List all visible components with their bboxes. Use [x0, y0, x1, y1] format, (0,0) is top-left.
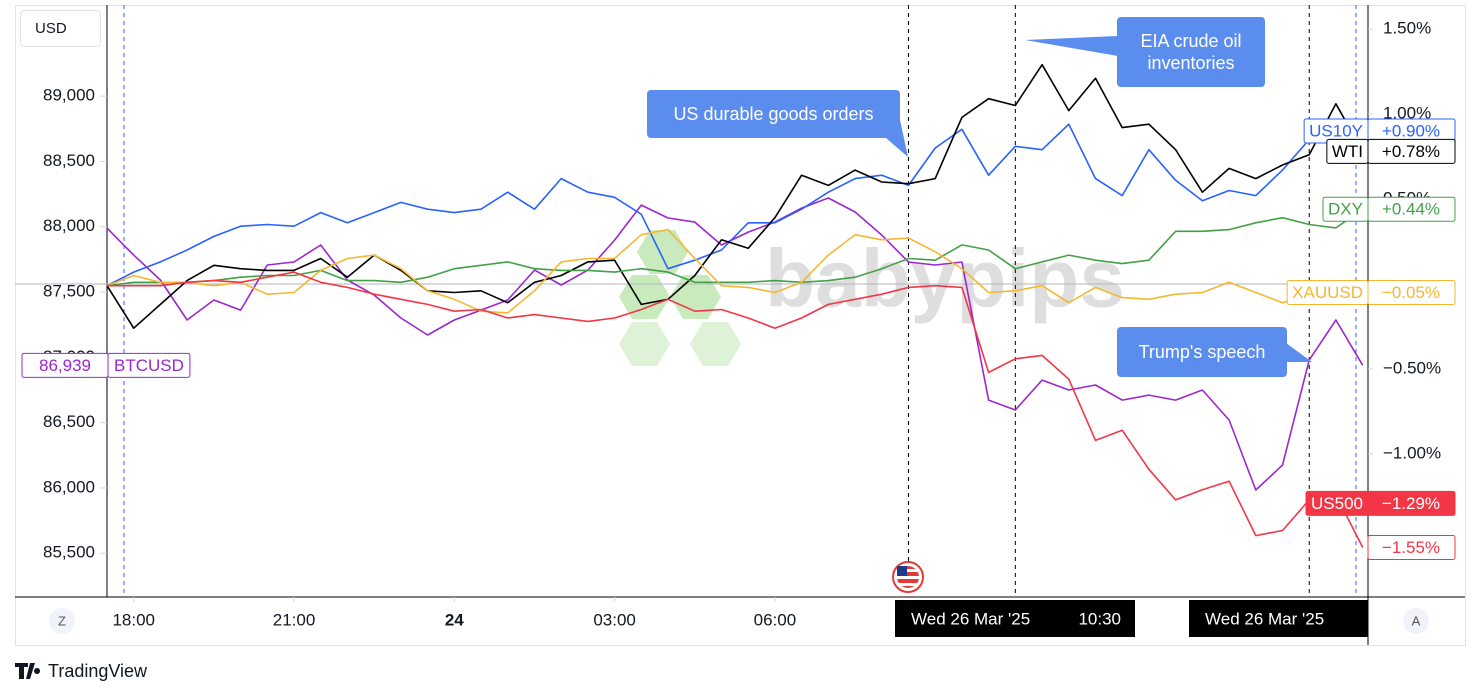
badge-box: [1322, 196, 1369, 222]
badge-name: WTI: [1332, 142, 1363, 161]
watermark-text: babypips: [765, 234, 1125, 325]
badge-value: −1.29%: [1382, 494, 1440, 513]
crosshair-date: Wed 26 Mar '25: [911, 609, 1030, 628]
y-tick-label: 87,500: [43, 282, 95, 301]
crosshair-time: 10:30: [1078, 609, 1121, 628]
callout-pointer: [886, 120, 908, 157]
y-tick-label: 85,500: [43, 543, 95, 562]
flag-canton: [897, 566, 907, 576]
auto-button-label[interactable]: A: [1412, 613, 1421, 628]
badge-box: [107, 352, 191, 378]
hexagon: [619, 322, 670, 366]
badge-name: BTCUSD: [114, 356, 184, 375]
badge-name: US500: [1311, 494, 1363, 513]
zoom-button[interactable]: [49, 608, 75, 634]
annotation: Trump's speech: [1117, 327, 1287, 377]
badge-value: +0.90%: [1382, 121, 1440, 140]
crosshair-date: Wed 26 Mar '25: [1205, 609, 1324, 628]
series-line: [106, 63, 1364, 329]
event-flag: [892, 561, 924, 593]
hexagon: [637, 230, 688, 274]
badge-box: [1286, 279, 1369, 305]
flag-stripe: [897, 583, 919, 586]
last-value: −1.55%: [1382, 538, 1440, 557]
badge-box: [1326, 138, 1369, 164]
callout-pointer: [1025, 36, 1118, 56]
y-tick-label: 86,500: [43, 412, 95, 431]
flag-stripe: [897, 576, 919, 579]
x-tick-label: 21:00: [273, 610, 316, 629]
series-line: [106, 208, 1364, 287]
crosshair-box: [895, 600, 1135, 637]
watermark: babypips: [619, 230, 1125, 366]
hexagon: [690, 322, 741, 366]
brand-name: TradingView: [48, 661, 148, 681]
y2-tick-label: 1.00%: [1383, 103, 1431, 122]
y-tick-label: 86,000: [43, 477, 95, 496]
badge-name: XAUUSD: [1292, 283, 1363, 302]
annotation: EIA crude oil inventories: [1117, 17, 1265, 87]
auto-button[interactable]: [1403, 608, 1429, 634]
y-tick-label: 88,000: [43, 216, 95, 235]
y-tick-label: 88,500: [43, 151, 95, 170]
y-tick-label: 89,000: [43, 86, 95, 105]
currency-box[interactable]: [20, 10, 101, 47]
y2-tick-label: −1.00%: [1383, 443, 1441, 462]
badge-value: +0.44%: [1382, 200, 1440, 219]
zoom-button-label[interactable]: Z: [58, 613, 66, 628]
currency-label[interactable]: USD: [35, 20, 67, 37]
series-line: [106, 228, 1363, 314]
y2-tick-label: 1.50%: [1383, 18, 1431, 37]
x-tick-label: 06:00: [754, 610, 797, 629]
badge-name: US10Y: [1309, 121, 1363, 140]
badge-name: DXY: [1328, 200, 1363, 219]
badge-value: 86,939: [39, 356, 91, 375]
series-line: [107, 271, 1364, 548]
x-tick-label: 18:00: [112, 610, 155, 629]
badge-box: [1367, 535, 1456, 561]
badge-value: −0.05%: [1382, 283, 1440, 302]
flag-stripe: [897, 569, 919, 572]
callout-pointer: [1286, 343, 1312, 362]
series-line: [106, 197, 1364, 491]
y2-tick-label: −0.50%: [1383, 358, 1441, 377]
x-tick-label: 24: [445, 610, 464, 629]
x-tick-label: 03:00: [593, 610, 636, 629]
badge-value: +0.78%: [1382, 142, 1440, 161]
series-line: [106, 123, 1363, 287]
frame: [15, 5, 1466, 646]
crosshair-box: [1189, 600, 1368, 637]
brand-logo: [15, 663, 41, 679]
hexagon: [619, 275, 670, 319]
badge-box: [1305, 490, 1369, 516]
annotation: US durable goods orders: [647, 90, 900, 138]
